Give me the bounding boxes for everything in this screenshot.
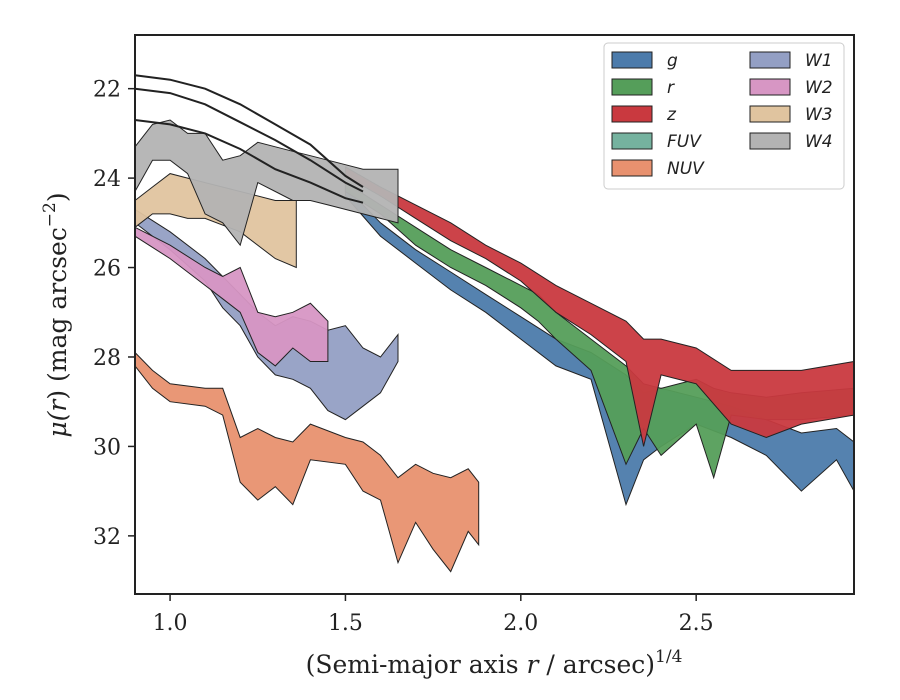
y-tick-label: 28: [93, 346, 121, 371]
band-w4: [134, 119, 399, 247]
model-curve-3: [134, 119, 364, 204]
plot-frame: [134, 34, 855, 595]
legend-item: W4: [749, 132, 833, 152]
legend-label: W2: [805, 78, 833, 98]
legend-item: FUV: [611, 132, 702, 152]
model-curves-layer: [134, 74, 364, 204]
legend-item: z: [611, 105, 677, 125]
y-axis-ticks: 22 24 26 28 30 32: [93, 78, 135, 550]
legend-swatch: [749, 51, 791, 69]
legend-label: r: [667, 78, 675, 98]
legend-label: NUV: [667, 159, 705, 179]
bands-layer: [134, 119, 855, 573]
legend-item: NUV: [611, 159, 705, 179]
legend-swatch: [749, 132, 791, 150]
legend-swatch: [611, 105, 653, 123]
x-tick-label: 2.5: [679, 611, 714, 636]
x-tick-label: 1.5: [328, 611, 363, 636]
legend-swatch: [611, 78, 653, 96]
legend-swatch: [611, 51, 653, 69]
x-tick-label: 2.0: [503, 611, 538, 636]
band-nuv: [134, 351, 480, 573]
y-tick-label: 30: [93, 435, 121, 460]
legend-label: FUV: [667, 132, 702, 152]
band-w3: [134, 173, 297, 269]
legend-label: W4: [805, 132, 833, 152]
legend: grz FUV NUV W1 W2 W3 W4: [603, 42, 845, 190]
legend-item: g: [611, 51, 678, 71]
model-curve-2: [134, 87, 364, 193]
y-tick-label: 24: [93, 167, 121, 192]
y-tick-label: 22: [93, 78, 121, 103]
legend-item: W3: [749, 105, 833, 125]
y-axis-label: μ(r) (mag arcsec−2): [40, 192, 72, 437]
legend-item: r: [611, 78, 675, 98]
y-tick-label: 32: [93, 525, 121, 550]
legend-swatch: [749, 78, 791, 96]
legend-label: W1: [805, 51, 833, 71]
legend-label: g: [667, 51, 678, 71]
band-w2: [134, 226, 329, 367]
legend-swatch: [749, 105, 791, 123]
x-tick-label: 1.0: [153, 611, 188, 636]
x-axis-label: (Semi-major axis r / arcsec)1/4: [306, 647, 683, 679]
legend-item: W2: [749, 78, 833, 98]
x-axis-ticks: 1.0 1.5 2.0 2.5: [153, 594, 714, 636]
y-tick-label: 26: [93, 257, 121, 282]
legend-label: z: [666, 105, 677, 125]
legend-swatch: [611, 132, 653, 150]
legend-label: W3: [805, 105, 833, 125]
legend-item: W1: [749, 51, 833, 71]
model-curve-1: [134, 74, 364, 188]
legend-swatch: [611, 159, 653, 177]
